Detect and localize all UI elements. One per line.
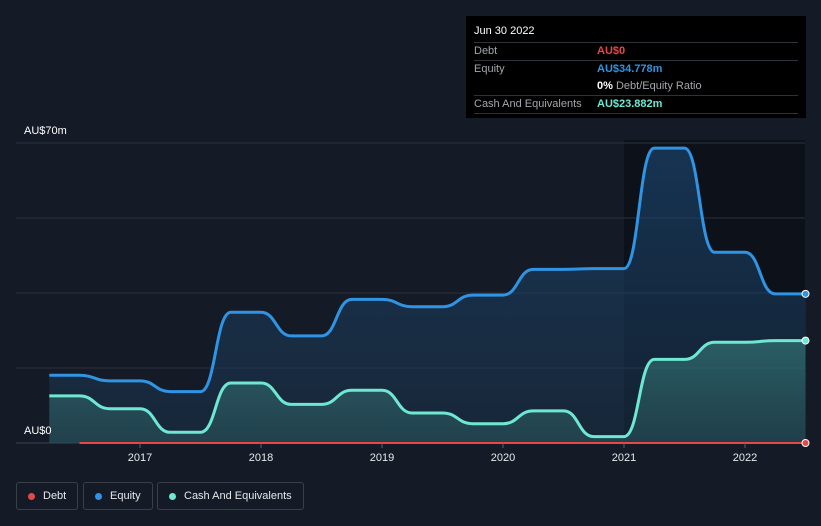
tooltip-date: Jun 30 2022 bbox=[474, 24, 798, 43]
legend-item-equity[interactable]: Equity bbox=[83, 482, 153, 510]
debt-end-point bbox=[801, 439, 810, 447]
y-tick-label-max: AU$70m bbox=[24, 125, 67, 137]
tooltip-row-ratio: 0% Debt/Equity Ratio bbox=[474, 78, 798, 96]
cash-area bbox=[49, 340, 806, 443]
legend-debt-label: Debt bbox=[43, 490, 67, 502]
cash-legend-dot-icon bbox=[169, 492, 176, 500]
tooltip-equity-value: AU$34.778m bbox=[597, 63, 663, 75]
equity-area bbox=[49, 148, 806, 443]
legend-equity-label: Equity bbox=[110, 490, 141, 502]
tooltip-debt-value: AU$0 bbox=[597, 45, 626, 57]
cash-line bbox=[49, 339, 806, 439]
x-tick-label: 2019 bbox=[370, 452, 394, 464]
equity-end-point bbox=[801, 289, 810, 298]
x-tick-label: 2020 bbox=[491, 452, 515, 464]
legend-item-debt[interactable]: Debt bbox=[16, 482, 79, 510]
x-tick-label: 2021 bbox=[612, 452, 636, 464]
tooltip-equity-label: Equity bbox=[474, 63, 505, 75]
x-tick-label: 2018 bbox=[249, 452, 273, 464]
x-tick-label: 2022 bbox=[733, 452, 757, 464]
x-tick-label: 2017 bbox=[128, 452, 152, 464]
tooltip-row-cash: Cash And Equivalents AU$23.882m bbox=[474, 96, 798, 114]
tooltip-debt-label: Debt bbox=[474, 45, 498, 57]
tooltip-ratio-value: 0% bbox=[597, 80, 613, 92]
legend-cash-label: Cash And Equivalents bbox=[184, 490, 292, 502]
tooltip-row-equity: Equity AU$34.778m bbox=[474, 61, 798, 78]
tooltip-row-debt: Debt AU$0 bbox=[474, 43, 798, 61]
x-axis: 2017 2018 2019 2020 2021 2022 bbox=[128, 443, 757, 464]
tooltip-ratio-label: Debt/Equity Ratio bbox=[615, 80, 702, 92]
legend-item-cash[interactable]: Cash And Equivalents bbox=[157, 482, 304, 510]
tooltip-cash-label: Cash And Equivalents bbox=[474, 98, 582, 110]
end-dots bbox=[801, 289, 810, 447]
debt-legend-dot-icon bbox=[28, 492, 35, 500]
cash-end-point bbox=[801, 336, 810, 345]
tooltip: Jun 30 2022 Debt AU$0 Equity AU$34.778m … bbox=[466, 16, 806, 118]
y-tick-label-zero: AU$0 bbox=[24, 425, 52, 437]
equity-legend-dot-icon bbox=[95, 492, 102, 500]
tooltip-cash-value: AU$23.882m bbox=[597, 98, 663, 110]
equity-line bbox=[49, 146, 806, 394]
